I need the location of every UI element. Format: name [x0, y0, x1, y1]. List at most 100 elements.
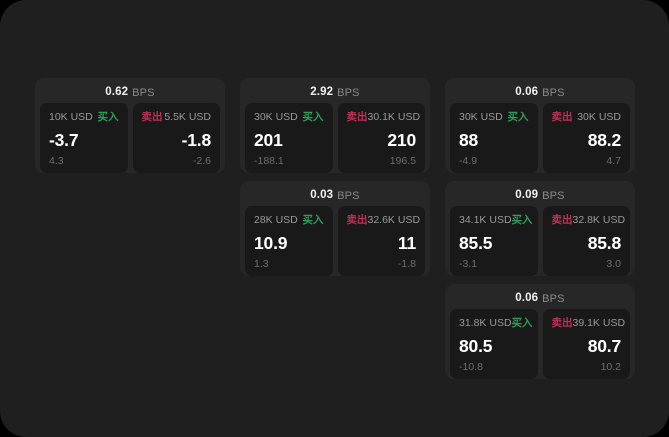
sell-price: -1.8	[181, 129, 212, 150]
bps-value: 0.62	[105, 86, 129, 99]
sell-delta: -2.6	[192, 154, 211, 167]
quote-card-board: 0.62 BPS 10K USD 买入 -3.7 4.3 卖出 5.5K USD -1.8 -2.…	[35, 78, 635, 388]
buy-price: 80.5	[459, 335, 493, 356]
buy-side-tag: 买入	[302, 214, 324, 227]
buy-quantity: 10K USD	[49, 111, 93, 124]
sell-panel[interactable]: 卖出 32.6K USD 11 -1.8	[337, 206, 425, 276]
sell-quantity: 30.1K USD	[367, 111, 421, 124]
buy-delta: -10.8	[459, 360, 483, 373]
bps-unit-label: BPS	[542, 86, 565, 99]
quote-card[interactable]: 0.03 BPS 28K USD 买入 10.9 1.3 卖出 32.6K USD 11 -1.8	[240, 181, 430, 276]
sell-quantity: 30K USD	[577, 111, 621, 124]
buy-panel-header: 34.1K USD 买入	[459, 214, 533, 227]
card-body: 30K USD 买入 201 -188.1 卖出 30.1K USD 210 196.5	[245, 103, 425, 173]
buy-quantity: 31.8K USD	[459, 317, 512, 330]
buy-side-tag: 买入	[302, 111, 324, 124]
bps-unit-label: BPS	[542, 189, 565, 202]
bps-value: 0.06	[515, 292, 539, 305]
sell-panel[interactable]: 卖出 30K USD 88.2 4.7	[542, 103, 630, 173]
buy-delta: 4.3	[49, 154, 64, 167]
bps-value: 0.03	[310, 189, 334, 202]
bps-value: 2.92	[310, 86, 334, 99]
buy-panel[interactable]: 31.8K USD 买入 80.5 -10.8	[450, 309, 538, 379]
buy-quantity: 30K USD	[459, 111, 503, 124]
sell-price: 80.7	[587, 335, 621, 356]
bps-unit-label: BPS	[132, 86, 155, 99]
buy-price: 201	[254, 129, 283, 150]
card-body: 30K USD 买入 88 -4.9 卖出 30K USD 88.2 4.7	[450, 103, 630, 173]
sell-panel[interactable]: 卖出 30.1K USD 210 196.5	[337, 103, 425, 173]
buy-side-tag: 买入	[511, 317, 533, 330]
sell-delta: 196.5	[389, 154, 416, 167]
buy-quantity: 34.1K USD	[459, 214, 512, 227]
quote-card[interactable]: 0.06 BPS 31.8K USD 买入 80.5 -10.8 卖出 39.1K USD 80…	[445, 284, 635, 379]
sell-panel-header: 卖出 30.1K USD	[346, 111, 421, 124]
buy-price: 10.9	[254, 232, 288, 253]
buy-panel-header: 30K USD 买入	[459, 111, 529, 124]
sell-panel[interactable]: 卖出 39.1K USD 80.7 10.2	[542, 309, 630, 379]
buy-panel[interactable]: 28K USD 买入 10.9 1.3	[245, 206, 333, 276]
card-body: 28K USD 买入 10.9 1.3 卖出 32.6K USD 11 -1.8	[245, 206, 425, 276]
buy-delta: -4.9	[459, 154, 478, 167]
quote-card[interactable]: 0.09 BPS 34.1K USD 买入 85.5 -3.1 卖出 32.8K USD 85.…	[445, 181, 635, 276]
buy-delta: -188.1	[254, 154, 284, 167]
sell-panel-header: 卖出 39.1K USD	[551, 317, 626, 330]
sell-quantity: 32.8K USD	[572, 214, 626, 227]
sell-price: 88.2	[587, 129, 621, 150]
sell-price: 11	[397, 232, 416, 253]
sell-price: 210	[387, 129, 416, 150]
buy-panel-header: 31.8K USD 买入	[459, 317, 533, 330]
buy-panel-header: 10K USD 买入	[49, 111, 119, 124]
buy-quantity: 30K USD	[254, 111, 298, 124]
sell-delta: 3.0	[606, 257, 621, 270]
buy-quantity: 28K USD	[254, 214, 298, 227]
sell-side-tag: 卖出	[551, 317, 573, 330]
card-header: 0.03 BPS	[245, 186, 425, 206]
quote-card[interactable]: 0.06 BPS 30K USD 买入 88 -4.9 卖出 30K USD 88.2 4.7	[445, 78, 635, 173]
card-body: 10K USD 买入 -3.7 4.3 卖出 5.5K USD -1.8 -2.6	[40, 103, 220, 173]
quote-card[interactable]: 0.62 BPS 10K USD 买入 -3.7 4.3 卖出 5.5K USD -1.8 -2.…	[35, 78, 225, 173]
card-header: 2.92 BPS	[245, 83, 425, 103]
sell-quantity: 39.1K USD	[572, 317, 626, 330]
buy-panel-header: 28K USD 买入	[254, 214, 324, 227]
card-body: 31.8K USD 买入 80.5 -10.8 卖出 39.1K USD 80.7 10.2	[450, 309, 630, 379]
sell-panel-header: 卖出 5.5K USD	[142, 111, 212, 124]
buy-delta: 1.3	[254, 257, 269, 270]
buy-panel[interactable]: 34.1K USD 买入 85.5 -3.1	[450, 206, 538, 276]
buy-side-tag: 买入	[507, 111, 529, 124]
sell-delta: 10.2	[600, 360, 621, 373]
sell-delta: 4.7	[606, 154, 621, 167]
buy-price: 85.5	[459, 232, 493, 253]
sell-panel-header: 卖出 30K USD	[552, 111, 622, 124]
buy-price: 88	[459, 129, 479, 150]
sell-side-tag: 卖出	[141, 111, 163, 124]
sell-delta: -1.8	[397, 257, 416, 270]
card-body: 34.1K USD 买入 85.5 -3.1 卖出 32.8K USD 85.8 3.0	[450, 206, 630, 276]
buy-side-tag: 买入	[511, 214, 533, 227]
bps-unit-label: BPS	[337, 86, 360, 99]
buy-panel[interactable]: 10K USD 买入 -3.7 4.3	[40, 103, 128, 173]
sell-side-tag: 卖出	[551, 214, 573, 227]
card-header: 0.62 BPS	[40, 83, 220, 103]
sell-side-tag: 卖出	[346, 111, 368, 124]
buy-price: -3.7	[49, 129, 79, 150]
buy-panel[interactable]: 30K USD 买入 88 -4.9	[450, 103, 538, 173]
sell-side-tag: 卖出	[346, 214, 368, 227]
quote-card[interactable]: 2.92 BPS 30K USD 买入 201 -188.1 卖出 30.1K USD 210 1…	[240, 78, 430, 173]
sell-panel-header: 卖出 32.6K USD	[346, 214, 421, 227]
bps-value: 0.06	[515, 86, 539, 99]
buy-panel[interactable]: 30K USD 买入 201 -188.1	[245, 103, 333, 173]
buy-delta: -3.1	[459, 257, 478, 270]
bps-unit-label: BPS	[542, 292, 565, 305]
card-header: 0.06 BPS	[450, 289, 630, 309]
buy-side-tag: 买入	[97, 111, 119, 124]
sell-panel-header: 卖出 32.8K USD	[551, 214, 626, 227]
card-header: 0.06 BPS	[450, 83, 630, 103]
sell-panel[interactable]: 卖出 5.5K USD -1.8 -2.6	[132, 103, 220, 173]
card-header: 0.09 BPS	[450, 186, 630, 206]
bps-unit-label: BPS	[337, 189, 360, 202]
sell-side-tag: 卖出	[551, 111, 573, 124]
buy-panel-header: 30K USD 买入	[254, 111, 324, 124]
sell-panel[interactable]: 卖出 32.8K USD 85.8 3.0	[542, 206, 630, 276]
